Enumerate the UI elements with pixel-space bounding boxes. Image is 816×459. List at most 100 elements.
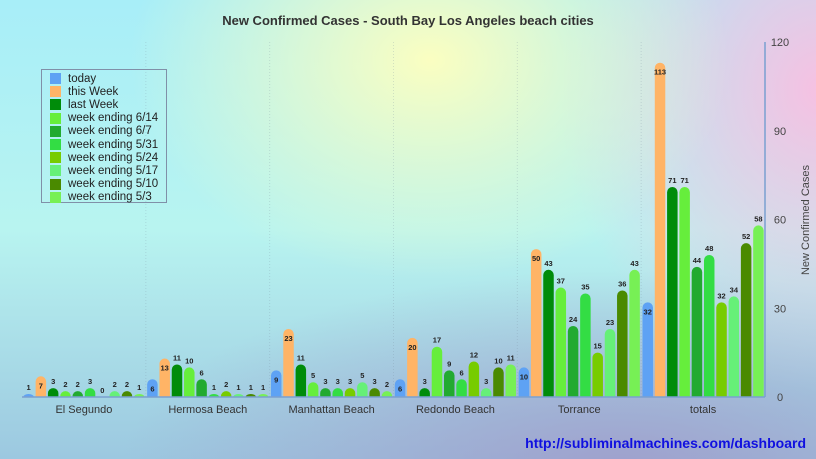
data-label: 24 (569, 315, 578, 324)
legend-swatch (50, 178, 61, 190)
data-label: 3 (323, 377, 327, 386)
data-label: 1 (261, 383, 265, 392)
y-tick-label: 120 (771, 37, 789, 49)
legend-label: week ending 5/10 (68, 178, 159, 191)
data-label: 6 (150, 384, 154, 393)
bar-this-week (530, 249, 542, 397)
data-label: 2 (224, 380, 228, 389)
bar-week-ending-5-31 (580, 293, 591, 397)
data-label: 3 (423, 377, 427, 386)
data-label: 20 (408, 343, 416, 352)
legend-item: last Week (50, 98, 166, 111)
bar-week-ending-5-17 (480, 388, 492, 397)
bar-week-ending-5-17 (109, 391, 120, 397)
y-tick-label: 30 (774, 303, 786, 315)
data-label: 10 (185, 356, 193, 365)
bar-this-week (159, 358, 170, 397)
legend-swatch (50, 99, 61, 111)
legend-swatch (50, 112, 61, 124)
data-label: 43 (544, 259, 552, 268)
data-label: 23 (606, 318, 614, 327)
data-label: 23 (284, 334, 292, 343)
bar-last-week (543, 269, 554, 397)
bar-week-ending-6-7 (567, 326, 579, 397)
data-label: 17 (433, 336, 441, 345)
bar-week-ending-6-14 (679, 186, 690, 397)
bar-week-ending-5-17 (604, 328, 616, 397)
x-tick-label: Redondo Beach (416, 404, 495, 416)
y-axis-title: New Confirmed Cases (800, 164, 812, 275)
legend-swatch (50, 152, 61, 164)
legend-item: week ending 5/17 (50, 164, 166, 177)
data-label: 5 (360, 371, 364, 380)
legend-swatch (50, 191, 61, 203)
legend-item: week ending 5/10 (50, 178, 166, 191)
data-label: 2 (385, 380, 389, 389)
bar-today (270, 370, 282, 397)
bar-week-ending-5-3 (629, 269, 640, 397)
bar-week-ending-5-17 (728, 296, 740, 397)
bar-last-week (667, 186, 678, 397)
legend-swatch (50, 165, 61, 177)
bar-week-ending-5-31 (332, 388, 343, 397)
data-label: 6 (459, 368, 463, 377)
data-label: 3 (373, 377, 377, 386)
bar-this-week (407, 337, 418, 397)
bar-week-ending-5-10 (617, 290, 628, 397)
data-label: 48 (705, 244, 713, 253)
bar-week-ending-6-7 (320, 388, 331, 397)
legend-item: week ending 6/14 (50, 112, 166, 125)
legend-label: this Week (68, 85, 119, 98)
data-label: 71 (680, 176, 688, 185)
x-tick-label: Torrance (558, 404, 601, 416)
bar-this-week (654, 62, 666, 397)
data-label: 3 (51, 377, 55, 386)
data-label: 11 (173, 353, 181, 362)
legend-label: week ending 6/7 (68, 125, 152, 138)
data-label: 36 (618, 280, 626, 289)
bar-today (394, 379, 406, 397)
legend-swatch (50, 86, 61, 98)
data-label: 1 (249, 383, 253, 392)
data-label: 10 (494, 356, 502, 365)
data-label: 11 (507, 353, 515, 362)
bar-week-ending-5-24 (592, 352, 603, 397)
bar-week-ending-6-14 (555, 287, 567, 397)
x-tick-label: totals (690, 404, 717, 416)
legend-item: week ending 5/24 (50, 151, 166, 164)
legend-label: week ending 5/24 (68, 151, 159, 164)
bar-week-ending-6-7 (444, 370, 455, 397)
bar-week-ending-5-24 (344, 388, 356, 397)
bar-week-ending-5-24 (716, 302, 727, 397)
data-label: 9 (274, 375, 278, 384)
legend-label: week ending 5/31 (68, 138, 159, 151)
data-label: 3 (336, 377, 340, 386)
data-label: 5 (311, 371, 315, 380)
data-label: 1 (236, 383, 240, 392)
data-label: 71 (668, 176, 676, 185)
data-label: 10 (520, 372, 528, 381)
legend-item: week ending 6/7 (50, 125, 166, 138)
bar-last-week (171, 364, 183, 397)
data-label: 3 (88, 377, 92, 386)
bar-week-ending-6-14 (307, 382, 319, 397)
bar-last-week (47, 388, 59, 397)
data-label: 113 (654, 68, 666, 77)
data-label: 2 (125, 380, 129, 389)
data-label: 32 (717, 291, 725, 300)
data-label: 43 (630, 259, 638, 268)
bar-week-ending-5-10 (121, 391, 133, 397)
legend-item: week ending 5/31 (50, 138, 166, 151)
bar-week-ending-5-10 (740, 243, 752, 397)
legend-item: today (50, 72, 166, 85)
data-label: 52 (742, 232, 750, 241)
bar-week-ending-5-24 (220, 391, 232, 397)
bar-this-week (283, 328, 294, 397)
data-label: 0 (100, 386, 104, 395)
dashboard-link[interactable]: http://subliminalmachines.com/dashboard (525, 435, 806, 451)
x-tick-label: Hermosa Beach (168, 404, 247, 416)
bar-week-ending-6-7 (72, 391, 84, 397)
bar-week-ending-6-14 (431, 346, 443, 397)
bar-week-ending-5-3 (381, 391, 393, 397)
bar-today (518, 367, 530, 397)
